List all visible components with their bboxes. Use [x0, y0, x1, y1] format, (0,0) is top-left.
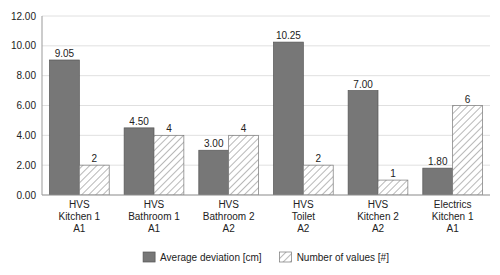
- bars: [49, 42, 482, 195]
- bar: [348, 91, 378, 195]
- y-tick-label: 12.00: [11, 11, 36, 22]
- data-label: 4.50: [129, 116, 149, 127]
- bar: [303, 165, 333, 195]
- bar: [378, 180, 408, 195]
- data-label: 6: [465, 94, 471, 105]
- legend-swatch: [280, 252, 292, 262]
- legend-item: Average deviation [cm]: [143, 252, 262, 263]
- bar: [423, 168, 453, 195]
- legend-label: Number of values [#]: [297, 252, 389, 263]
- data-label: 7.00: [353, 79, 373, 90]
- x-axis-line: [42, 195, 490, 196]
- bar: [453, 106, 483, 196]
- bar: [273, 42, 303, 195]
- bar-background: [378, 180, 408, 195]
- legend: Average deviation [cm] Number of values […: [143, 252, 389, 263]
- y-tick-label: 6.00: [17, 100, 37, 111]
- bar-background: [303, 165, 333, 195]
- y-tick-label: 0.00: [17, 190, 37, 201]
- grid-line: [42, 75, 490, 76]
- bar-background: [229, 135, 259, 195]
- legend-label: Average deviation [cm]: [160, 252, 262, 263]
- data-label: 3.00: [204, 138, 224, 149]
- data-label: 10.25: [276, 30, 301, 41]
- bar-background: [453, 106, 483, 196]
- bar: [199, 150, 229, 195]
- chart-svg: 0.00 2.00 4.00 6.00 8.00 10.00 12.00 9.05 4.50 3.…: [0, 0, 500, 275]
- grid-line: [42, 135, 490, 136]
- data-label: 2: [91, 153, 97, 164]
- bar-background: [79, 165, 109, 195]
- y-tick-label: 4.00: [17, 130, 37, 141]
- bar: [124, 128, 154, 195]
- y-tick-label: 8.00: [17, 70, 37, 81]
- data-label: 9.05: [55, 48, 75, 59]
- data-label: 4: [166, 123, 172, 134]
- data-label: 2: [315, 153, 321, 164]
- legend-swatch-bg: [280, 252, 292, 262]
- x-tick-label: HVSToiletA2: [292, 199, 316, 234]
- data-label: 1.80: [428, 156, 448, 167]
- grid-line: [42, 105, 490, 106]
- bar: [154, 135, 184, 195]
- x-tick-label: HVSKitchen 2A2: [357, 199, 399, 234]
- x-tick-label: HVSBathroom 1A1: [128, 199, 180, 234]
- y-tick-label: 10.00: [11, 40, 36, 51]
- data-labels: 9.05 4.50 3.00 10.25 7.00 1.80 2 4 4 2 1 6: [55, 30, 471, 179]
- bar: [49, 60, 79, 195]
- legend-item: Number of values [#]: [280, 252, 389, 263]
- bar: [229, 135, 259, 195]
- y-tick-label: 2.00: [17, 160, 37, 171]
- data-label: 4: [241, 123, 247, 134]
- chart-container: 0.00 2.00 4.00 6.00 8.00 10.00 12.00 9.05 4.50 3.…: [0, 0, 500, 275]
- grid-line: [42, 16, 490, 17]
- x-tick-label: HVSKitchen 1A1: [58, 199, 100, 234]
- data-label: 1: [390, 168, 396, 179]
- grid-line: [42, 195, 490, 196]
- y-grid: [42, 16, 490, 195]
- legend-swatch: [143, 252, 155, 262]
- x-tick-label: ElectricsKitchen 1A1: [432, 199, 474, 234]
- bar: [79, 165, 109, 195]
- x-tick-label: HVSBathroom 2A2: [203, 199, 255, 234]
- y-axis-line: [42, 16, 43, 195]
- grid-line: [42, 45, 490, 46]
- bar-background: [154, 135, 184, 195]
